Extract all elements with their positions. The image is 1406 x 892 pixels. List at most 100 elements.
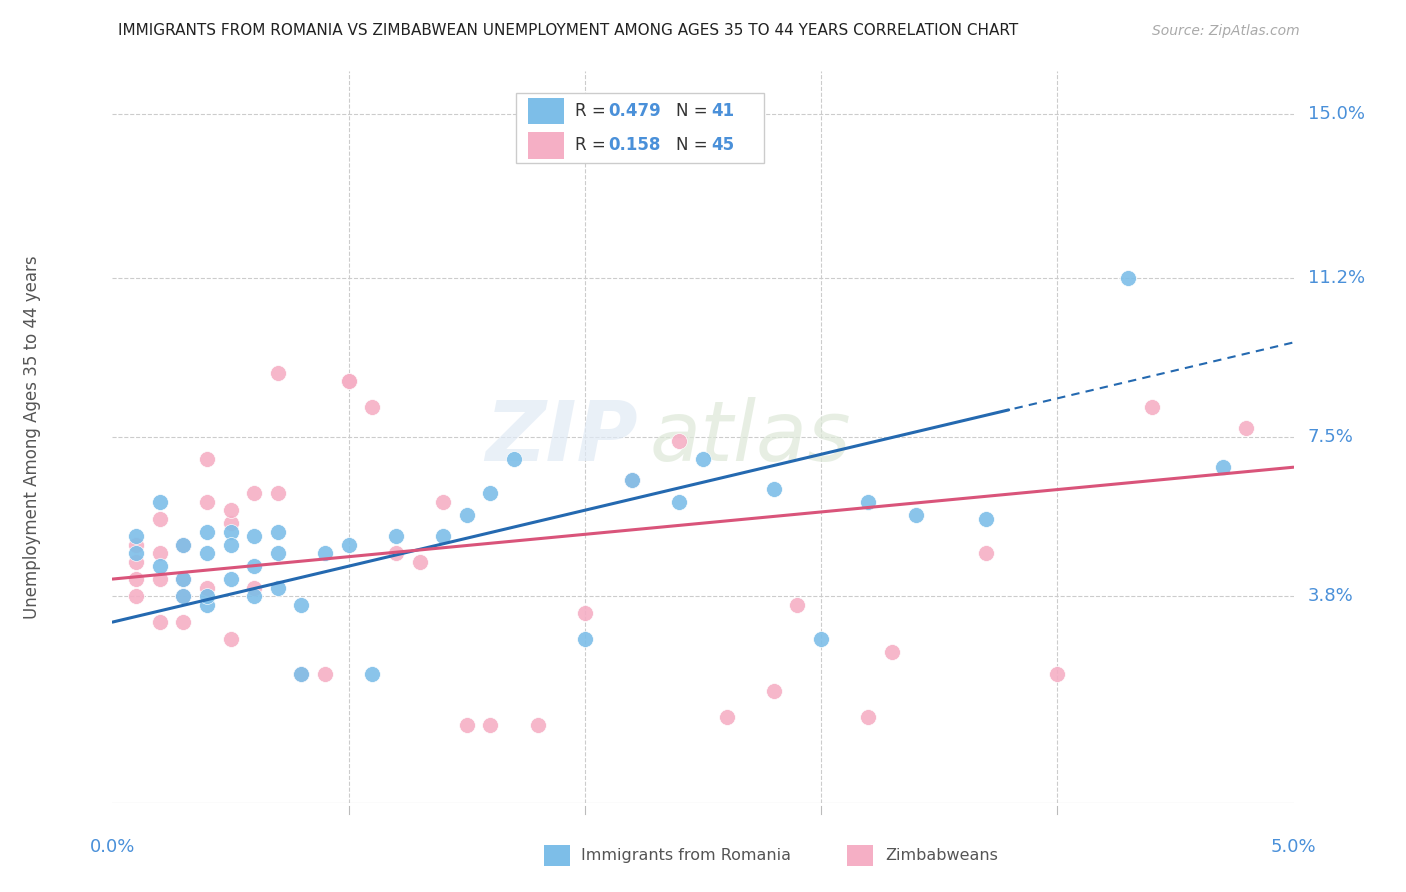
Text: Zimbabweans: Zimbabweans [884, 848, 998, 863]
Point [503, 451, 526, 466]
Point [172, 538, 194, 552]
Point [880, 645, 903, 659]
FancyBboxPatch shape [529, 97, 564, 124]
Point [195, 451, 218, 466]
Text: N =: N = [676, 102, 713, 120]
Point [762, 684, 785, 698]
Point [219, 572, 242, 586]
Point [1046, 666, 1069, 681]
Point [195, 546, 218, 560]
Point [172, 538, 194, 552]
Point [172, 589, 194, 603]
Point [125, 572, 148, 586]
Point [976, 512, 998, 526]
Point [385, 529, 408, 543]
Point [219, 503, 242, 517]
Text: Immigrants from Romania: Immigrants from Romania [581, 848, 792, 863]
Point [172, 572, 194, 586]
Point [243, 486, 266, 500]
Point [314, 546, 336, 560]
Point [314, 666, 336, 681]
Point [290, 598, 312, 612]
Point [1234, 421, 1257, 435]
Text: atlas: atlas [650, 397, 852, 477]
Point [149, 512, 172, 526]
Point [195, 598, 218, 612]
Point [858, 494, 880, 508]
Point [337, 374, 360, 388]
FancyBboxPatch shape [516, 94, 765, 163]
Point [432, 494, 454, 508]
FancyBboxPatch shape [544, 846, 569, 866]
Point [479, 718, 502, 732]
Point [195, 524, 218, 539]
Point [243, 529, 266, 543]
Point [219, 632, 242, 647]
Text: 11.2%: 11.2% [1308, 268, 1365, 287]
Text: Unemployment Among Ages 35 to 44 years: Unemployment Among Ages 35 to 44 years [22, 255, 41, 619]
Point [243, 559, 266, 574]
Text: 5.0%: 5.0% [1271, 838, 1316, 856]
Point [692, 451, 714, 466]
Point [290, 666, 312, 681]
Point [408, 555, 430, 569]
Point [125, 546, 148, 560]
Point [149, 615, 172, 629]
Point [385, 546, 408, 560]
Point [125, 538, 148, 552]
Point [125, 529, 148, 543]
Point [526, 718, 548, 732]
Text: 41: 41 [711, 102, 734, 120]
Point [243, 581, 266, 595]
Point [668, 434, 690, 449]
Point [195, 589, 218, 603]
Text: N =: N = [676, 136, 713, 154]
Point [219, 516, 242, 530]
Point [432, 529, 454, 543]
Text: 0.479: 0.479 [609, 102, 661, 120]
Text: 7.5%: 7.5% [1308, 428, 1354, 446]
Point [337, 538, 360, 552]
Point [621, 473, 644, 487]
Text: R =: R = [575, 102, 612, 120]
Point [219, 538, 242, 552]
Text: 0.0%: 0.0% [90, 838, 135, 856]
Point [904, 508, 927, 522]
Point [456, 718, 478, 732]
Text: 45: 45 [711, 136, 734, 154]
Point [361, 666, 384, 681]
Point [267, 581, 290, 595]
Text: 15.0%: 15.0% [1308, 105, 1365, 123]
Point [337, 374, 360, 388]
Text: 0.158: 0.158 [609, 136, 661, 154]
Point [668, 494, 690, 508]
Point [479, 486, 502, 500]
Point [195, 494, 218, 508]
Text: ZIP: ZIP [485, 397, 638, 477]
Point [456, 508, 478, 522]
Point [762, 482, 785, 496]
Point [149, 546, 172, 560]
Point [267, 524, 290, 539]
FancyBboxPatch shape [529, 132, 564, 159]
Text: R =: R = [575, 136, 612, 154]
Text: 3.8%: 3.8% [1308, 587, 1354, 606]
Point [172, 572, 194, 586]
Point [172, 589, 194, 603]
Point [149, 572, 172, 586]
Point [1140, 400, 1163, 414]
Point [219, 524, 242, 539]
Point [290, 666, 312, 681]
Point [149, 559, 172, 574]
Point [574, 607, 596, 621]
Text: IMMIGRANTS FROM ROMANIA VS ZIMBABWEAN UNEMPLOYMENT AMONG AGES 35 TO 44 YEARS COR: IMMIGRANTS FROM ROMANIA VS ZIMBABWEAN UN… [118, 23, 1018, 38]
Point [361, 400, 384, 414]
Point [621, 473, 644, 487]
Point [267, 486, 290, 500]
Point [574, 632, 596, 647]
Point [149, 494, 172, 508]
Point [858, 710, 880, 724]
Point [1212, 460, 1234, 475]
Point [716, 710, 738, 724]
Point [1116, 271, 1139, 285]
